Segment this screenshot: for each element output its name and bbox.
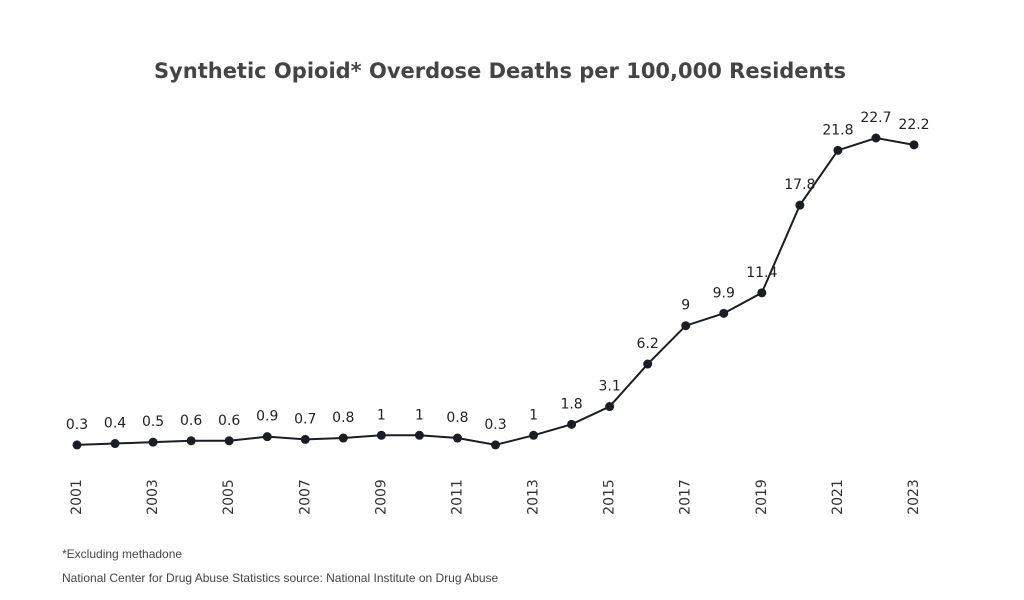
point <box>909 140 919 150</box>
x-tick-label: 2019 <box>754 479 770 515</box>
data-label: 0.4 <box>104 416 126 432</box>
point <box>491 440 500 450</box>
data-label: 9.9 <box>713 285 735 301</box>
x-tick-label: 2009 <box>373 479 389 515</box>
point <box>795 200 805 210</box>
x-tick-label: 2015 <box>602 479 618 515</box>
point <box>757 288 767 298</box>
data-label: 22.7 <box>860 110 891 126</box>
point <box>719 308 729 318</box>
data-label: 0.5 <box>142 414 164 430</box>
x-tick-label: 2011 <box>449 479 465 515</box>
x-tick-label: 2013 <box>526 479 542 515</box>
point <box>452 433 462 443</box>
data-label: 1.8 <box>560 396 582 412</box>
point <box>338 433 348 443</box>
data-label: 1 <box>415 407 424 423</box>
point <box>833 145 843 155</box>
x-tick-label: 2017 <box>678 479 694 515</box>
point <box>376 430 386 440</box>
data-label: 3.1 <box>599 379 621 395</box>
data-label: 22.2 <box>898 117 929 133</box>
data-label: 0.8 <box>332 410 354 426</box>
point <box>300 434 310 444</box>
point <box>110 439 120 449</box>
x-tick-label: 2003 <box>145 479 161 515</box>
data-label: 0.7 <box>294 411 316 427</box>
x-tick-label: 2005 <box>221 479 237 515</box>
data-label: 0.6 <box>180 413 202 429</box>
point <box>605 402 615 412</box>
data-label: 0.9 <box>256 409 278 425</box>
point <box>567 419 577 429</box>
point <box>224 436 234 446</box>
x-tick-label: 2007 <box>297 479 313 515</box>
data-label: 11.4 <box>746 265 777 281</box>
data-label: 21.8 <box>822 122 853 138</box>
point <box>871 133 881 143</box>
chart-title: Synthetic Opioid* Overdose Deaths per 10… <box>154 59 846 83</box>
data-label: 9 <box>681 298 690 314</box>
footnote: *Excluding methadone <box>62 547 182 561</box>
point <box>262 432 272 442</box>
data-label: 6.2 <box>637 336 659 352</box>
data-label: 0.3 <box>66 417 88 433</box>
data-label: 1 <box>377 407 386 423</box>
point <box>681 321 691 331</box>
point <box>529 430 539 440</box>
point <box>414 430 424 440</box>
x-tick-label: 2021 <box>830 479 846 515</box>
x-tick-label: 2023 <box>906 479 922 515</box>
point <box>148 437 158 447</box>
data-label: 0.8 <box>446 410 468 426</box>
x-tick-label: 2001 <box>69 479 85 515</box>
data-label: 1 <box>529 407 538 423</box>
point <box>643 359 653 369</box>
point <box>72 440 82 450</box>
data-label: 17.8 <box>784 177 815 193</box>
source-note: National Center for Drug Abuse Statistic… <box>62 571 499 585</box>
data-label: 0.6 <box>218 413 240 429</box>
point <box>186 436 196 446</box>
data-label: 0.3 <box>484 417 506 433</box>
